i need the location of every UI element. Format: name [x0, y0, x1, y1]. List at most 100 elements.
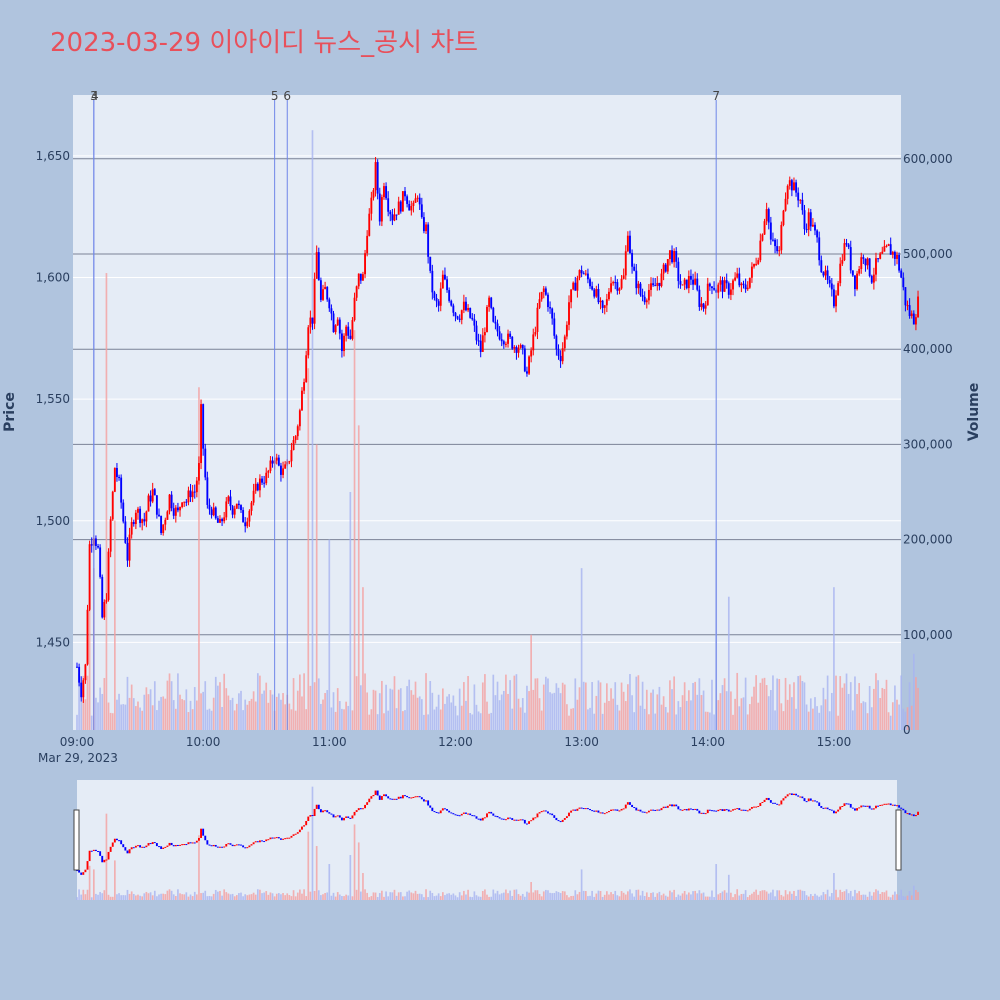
volume-bar: [170, 681, 173, 730]
candle-body: [521, 345, 524, 349]
rangeslider-volume-bar: [887, 896, 890, 900]
candle-body: [547, 294, 549, 308]
candle-body: [132, 522, 135, 525]
volume-bar: [675, 714, 678, 730]
rangeslider-volume-bar: [572, 895, 575, 900]
rangeslider-volume-bar: [370, 896, 373, 900]
rangeslider-volume-bar: [702, 892, 705, 900]
candle-body: [448, 290, 451, 301]
rangeslider-candle: [526, 823, 528, 825]
volume-bar: [574, 678, 577, 730]
rangeslider-candle: [139, 845, 142, 848]
rangeslider-candle: [462, 812, 465, 814]
volume-bar: [679, 707, 682, 730]
rangeslider-volume-bar: [666, 896, 669, 900]
candle-body: [380, 197, 383, 222]
rangeslider-volume-bar: [212, 893, 215, 900]
rangeslider-volume-bar: [879, 893, 882, 900]
rangeslider-candle: [343, 817, 345, 821]
rangeslider-volume-bar: [622, 892, 625, 900]
rangeslider-volume-bar: [196, 894, 198, 900]
rangeslider-volume-bar: [271, 893, 274, 900]
candle-body: [528, 356, 530, 374]
candle-body: [750, 266, 753, 278]
volume-bar: [296, 690, 299, 730]
rangeslider-candle: [629, 802, 631, 805]
rangeslider-volume-bar: [294, 896, 297, 900]
rangeslider-volume-bar: [328, 864, 331, 900]
volume-bar: [704, 711, 707, 730]
candle-body: [719, 280, 722, 285]
rangeslider-volume-bar: [614, 890, 617, 900]
rangeslider-candle: [511, 818, 514, 820]
volume-bar: [719, 693, 722, 730]
rangeslider-volume-bar: [288, 895, 291, 900]
volume-bar: [902, 708, 905, 730]
rangeslider-candle: [826, 807, 829, 810]
volume-bar: [744, 677, 747, 730]
rangeslider-candle: [534, 817, 537, 819]
candle-body: [345, 326, 348, 336]
candle-body: [137, 508, 139, 513]
rangeslider-volume-bar: [374, 892, 377, 900]
candle-body: [338, 319, 341, 334]
rangeslider-candle: [677, 806, 680, 810]
candle-body: [97, 545, 99, 548]
volume-bar: [603, 702, 606, 730]
candle-body: [740, 283, 743, 286]
rangeslider-candle: [698, 810, 701, 814]
rangeslider-volume-bar: [755, 889, 757, 900]
candle-body: [914, 317, 917, 325]
candle-body: [675, 251, 678, 262]
candle-body: [875, 258, 877, 275]
rangeslider-volume-bar: [95, 893, 97, 900]
volume-bar: [690, 700, 692, 730]
rangeslider-volume-bar: [584, 891, 587, 900]
volume-bar: [229, 700, 232, 730]
candle-body: [782, 210, 785, 225]
candle-body: [517, 347, 520, 353]
x-tick-label: 11:00: [312, 735, 347, 749]
rangeslider-volume-bar: [130, 891, 133, 900]
candle-body: [267, 470, 270, 473]
candle-body: [690, 275, 692, 280]
rangeslider-volume-bar: [595, 893, 598, 900]
rangeslider-volume-bar: [645, 892, 648, 900]
rangeslider-volume-bar: [402, 896, 404, 900]
volume-bar: [511, 708, 514, 730]
candle-body: [635, 270, 638, 289]
rangeslider-volume-bar: [360, 891, 362, 900]
volume-bar: [576, 699, 579, 730]
candle-body: [801, 199, 804, 211]
candle-body: [229, 496, 232, 507]
price-tick-label: 1,500: [36, 514, 70, 528]
volume-bar: [353, 330, 356, 730]
rangeslider-area[interactable]: [77, 780, 897, 900]
rangeslider-candle: [168, 842, 171, 846]
candle-body: [176, 507, 179, 511]
rangeslider-volume-bar: [505, 889, 507, 900]
rangeslider-volume-bar: [732, 897, 734, 900]
rangeslider-volume-bar: [221, 895, 223, 900]
rangeslider-volume-bar: [563, 891, 566, 900]
candle-body: [811, 224, 814, 227]
rangeslider-candle: [721, 809, 724, 811]
rangeslider-handle-left[interactable]: [73, 809, 80, 871]
candle-body: [696, 278, 699, 290]
rangeslider-candle: [467, 813, 470, 815]
volume-bar: [126, 676, 129, 730]
volume-bar: [650, 692, 652, 730]
candle-body: [395, 214, 398, 216]
rangeslider-volume-bar: [770, 892, 772, 900]
volume-bar: [288, 703, 291, 730]
candle-body: [565, 324, 568, 337]
candle-body: [254, 483, 257, 491]
candle-body: [721, 280, 724, 292]
volume-bar: [431, 692, 434, 730]
rangeslider-candle: [460, 813, 463, 816]
rangeslider-handle-right[interactable]: [895, 809, 902, 871]
rangeslider-candle: [847, 803, 850, 805]
rangeslider-volume-bar: [799, 889, 802, 900]
rangeslider-volume-bar: [751, 893, 753, 900]
volume-bar: [244, 699, 247, 730]
